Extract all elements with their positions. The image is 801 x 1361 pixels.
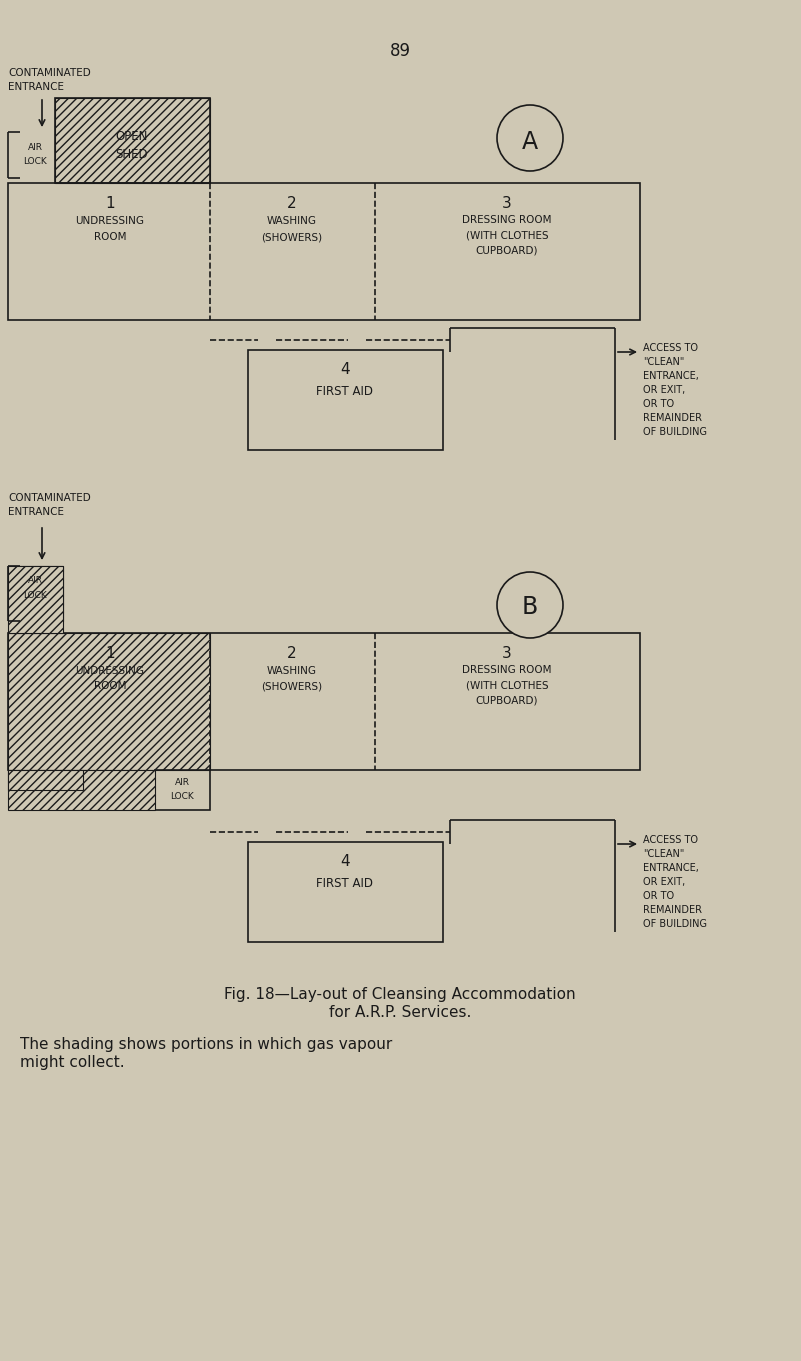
Text: DRESSING ROOM: DRESSING ROOM [462,666,552,675]
Bar [8,633,210,770]
Text: ROOM: ROOM [94,680,127,691]
Text: OF BUILDING: OF BUILDING [643,919,707,930]
Text: OR TO: OR TO [643,891,674,901]
Text: 4: 4 [340,853,350,870]
Bar [248,350,443,450]
Text: ENTRANCE,: ENTRANCE, [643,372,699,381]
Text: ACCESS TO: ACCESS TO [643,343,698,352]
Text: UNDRESSING: UNDRESSING [75,216,144,226]
Text: CONTAMINATED: CONTAMINATED [8,68,91,78]
Text: for A.R.P. Services.: for A.R.P. Services. [329,1004,471,1019]
Text: "CLEAN": "CLEAN" [643,849,684,859]
Text: WASHING: WASHING [267,666,317,676]
Bar [248,842,443,942]
Text: AIR: AIR [27,143,42,152]
Text: SHED: SHED [115,148,148,161]
Text: OF BUILDING: OF BUILDING [643,427,707,437]
Bar [8,566,63,621]
Text: FIRST AID: FIRST AID [316,385,373,397]
Bar [155,770,210,810]
Text: CONTAMINATED: CONTAMINATED [8,493,91,504]
Text: "CLEAN": "CLEAN" [643,357,684,367]
Text: OR TO: OR TO [643,399,674,410]
Text: 2: 2 [288,196,297,211]
Bar [8,770,155,810]
Text: CUPBOARD): CUPBOARD) [476,245,538,255]
Text: 1: 1 [105,196,115,211]
Text: 89: 89 [389,42,410,60]
Text: UNDRESSING: UNDRESSING [75,666,144,676]
Text: 4: 4 [340,362,350,377]
Text: 1: 1 [105,646,115,661]
Text: OR EXIT,: OR EXIT, [643,876,685,887]
Bar [8,770,83,789]
Text: AIR: AIR [175,778,190,787]
Text: OPEN: OPEN [116,131,148,143]
Text: ROOM: ROOM [94,231,127,242]
Text: LOCK: LOCK [23,157,47,166]
Text: ENTRANCE: ENTRANCE [8,82,64,93]
Text: A: A [522,131,538,154]
Text: 3: 3 [502,196,512,211]
Text: LOCK: LOCK [170,792,194,802]
Text: LOCK: LOCK [23,591,47,600]
Text: CUPBOARD): CUPBOARD) [476,695,538,705]
Circle shape [497,572,563,638]
Text: (SHOWERS): (SHOWERS) [261,680,323,691]
Text: OR EXIT,: OR EXIT, [643,385,685,395]
Text: REMAINDER: REMAINDER [643,412,702,423]
Text: (WITH CLOTHES: (WITH CLOTHES [465,680,549,690]
Text: 3: 3 [502,646,512,661]
Text: ENTRANCE,: ENTRANCE, [643,863,699,872]
Text: REMAINDER: REMAINDER [643,905,702,915]
Text: DRESSING ROOM: DRESSING ROOM [462,215,552,225]
Text: (SHOWERS): (SHOWERS) [261,231,323,242]
Text: 2: 2 [288,646,297,661]
Text: (WITH CLOTHES: (WITH CLOTHES [465,230,549,240]
Text: AIR: AIR [27,576,42,585]
Text: FIRST AID: FIRST AID [316,876,373,890]
Text: ACCESS TO: ACCESS TO [643,836,698,845]
Bar [8,182,640,320]
Text: WASHING: WASHING [267,216,317,226]
Text: The shading shows portions in which gas vapour: The shading shows portions in which gas … [20,1037,392,1052]
Text: might collect.: might collect. [20,1055,125,1070]
Bar [55,98,210,182]
Text: ENTRANCE: ENTRANCE [8,508,64,517]
Bar [55,98,210,182]
Bar [8,633,640,770]
Text: B: B [522,595,538,619]
Bar [8,566,63,633]
Text: Fig. 18—Lay-out of Cleansing Accommodation: Fig. 18—Lay-out of Cleansing Accommodati… [224,987,576,1002]
